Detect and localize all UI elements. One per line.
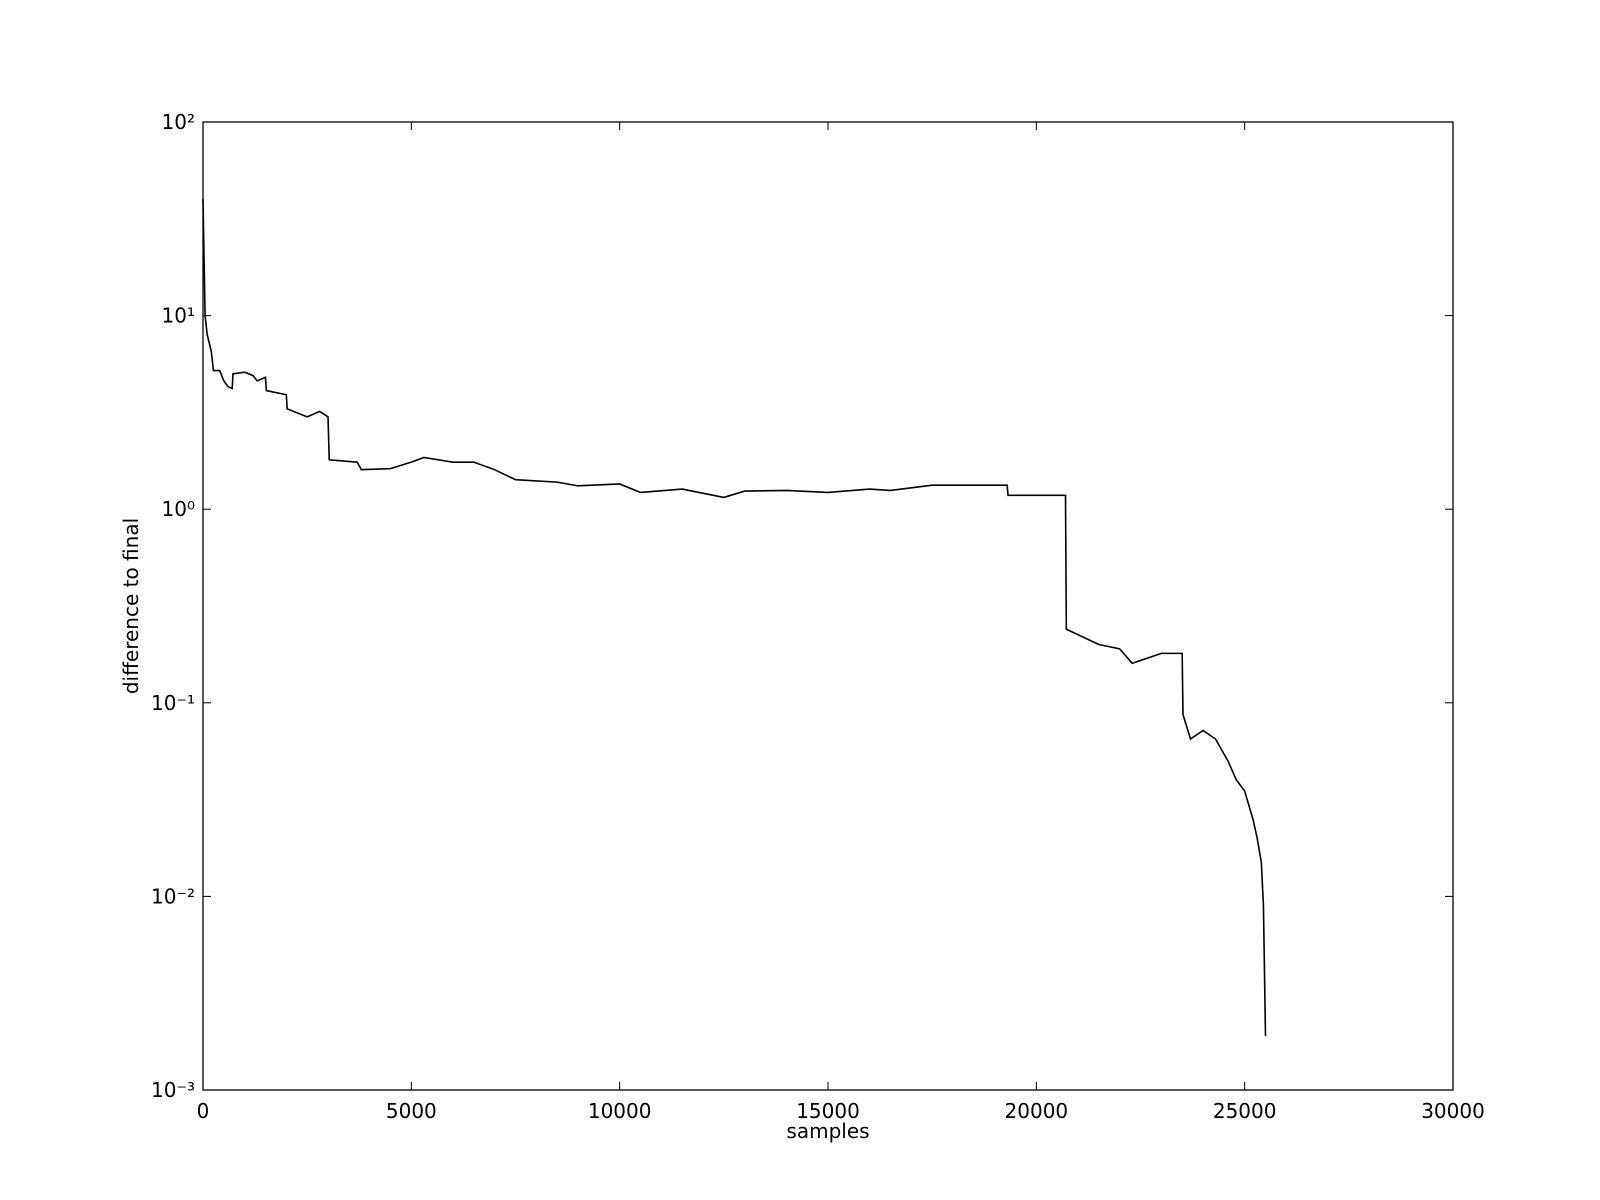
x-axis-label: samples xyxy=(786,1119,869,1143)
x-tick-label: 10000 xyxy=(588,1099,652,1123)
y-tick-label: 10⁻¹ xyxy=(151,691,195,715)
y-tick-label: 10¹ xyxy=(162,304,195,328)
y-tick-label: 10⁻² xyxy=(151,884,195,908)
data-line xyxy=(202,199,1267,1037)
x-tick-label: 15000 xyxy=(796,1099,860,1123)
x-tick-label: 0 xyxy=(197,1099,210,1123)
y-tick-label: 10⁻³ xyxy=(151,1078,195,1102)
x-tick-label: 5000 xyxy=(386,1099,437,1123)
y-tick-label: 10⁰ xyxy=(162,497,195,521)
plot-frame xyxy=(202,121,1454,1091)
x-tick-label: 20000 xyxy=(1005,1099,1069,1123)
y-axis-label: difference to final xyxy=(119,518,143,694)
y-tick-label: 10² xyxy=(162,110,195,134)
x-tick-label: 30000 xyxy=(1421,1099,1485,1123)
x-tick-label: 25000 xyxy=(1213,1099,1277,1123)
